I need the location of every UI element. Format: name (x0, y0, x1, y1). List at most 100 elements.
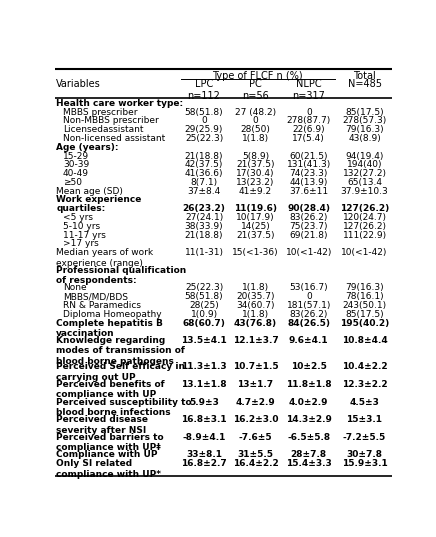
Text: Perceived susceptibility to
blood borne infections: Perceived susceptibility to blood borne … (56, 397, 192, 417)
Text: 181(57.1): 181(57.1) (286, 301, 331, 310)
Text: 84(26.5): 84(26.5) (287, 318, 330, 328)
Text: Professional qualification
of respondents:: Professional qualification of respondent… (56, 266, 187, 285)
Text: 10(17.9): 10(17.9) (236, 213, 275, 222)
Text: 94(19.4): 94(19.4) (345, 151, 384, 161)
Text: 25(22.3): 25(22.3) (185, 284, 223, 292)
Text: 22(6.9): 22(6.9) (293, 125, 325, 134)
Text: 53(16.7): 53(16.7) (290, 284, 328, 292)
Text: 37.9±10.3: 37.9±10.3 (341, 187, 388, 195)
Text: 41±9.2: 41±9.2 (239, 187, 272, 195)
Text: 11.3±1.3: 11.3±1.3 (181, 362, 227, 372)
Text: <5 yrs: <5 yrs (63, 213, 93, 222)
Text: 13.5±4.1: 13.5±4.1 (181, 336, 227, 345)
Text: Age (years):: Age (years): (56, 143, 119, 152)
Text: 83(26.2): 83(26.2) (290, 310, 328, 319)
Text: 13(23.2): 13(23.2) (236, 178, 275, 187)
Text: 44(13.9): 44(13.9) (290, 178, 328, 187)
Text: 243(50.1): 243(50.1) (342, 301, 387, 310)
Text: 14.3±2.9: 14.3±2.9 (286, 415, 332, 424)
Text: >17 yrs: >17 yrs (63, 240, 99, 249)
Text: 120(24.7): 120(24.7) (343, 213, 387, 222)
Text: 17(30.4): 17(30.4) (236, 169, 275, 178)
Text: 85(17.5): 85(17.5) (345, 310, 384, 319)
Text: -8.9±4.1: -8.9±4.1 (182, 433, 226, 442)
Text: 15(<1-36): 15(<1-36) (232, 248, 279, 257)
Text: 8(7.1): 8(7.1) (191, 178, 218, 187)
Text: 12.1±3.7: 12.1±3.7 (233, 336, 279, 345)
Text: Compliance with UP: Compliance with UP (56, 451, 158, 459)
Text: Non-licensed assistant: Non-licensed assistant (63, 134, 165, 143)
Text: Variables: Variables (56, 79, 101, 89)
Text: 16.8±2.7: 16.8±2.7 (181, 459, 227, 468)
Text: 11(1-31): 11(1-31) (184, 248, 224, 257)
Text: MBBS prescriber: MBBS prescriber (63, 107, 137, 117)
Text: Knowledge regarding
modes of transmission of
blood borne pathogens: Knowledge regarding modes of transmissio… (56, 336, 185, 366)
Text: NLPC
n=317: NLPC n=317 (292, 79, 325, 101)
Text: 16.8±3.1: 16.8±3.1 (181, 415, 227, 424)
Text: 111(22.9): 111(22.9) (342, 230, 387, 240)
Text: 5-10 yrs: 5-10 yrs (63, 222, 100, 231)
Text: 85(17.5): 85(17.5) (345, 107, 384, 117)
Text: -7.6±5: -7.6±5 (239, 433, 272, 442)
Text: 38(33.9): 38(33.9) (185, 222, 223, 231)
Text: Licensedassistant: Licensedassistant (63, 125, 143, 134)
Text: 11.8±1.8: 11.8±1.8 (286, 380, 332, 389)
Text: 21(37.5): 21(37.5) (236, 161, 275, 169)
Text: 4.5±3: 4.5±3 (350, 397, 379, 407)
Text: 9.6±4.1: 9.6±4.1 (289, 336, 329, 345)
Text: 37±8.4: 37±8.4 (187, 187, 221, 195)
Text: Diploma Homeopathy: Diploma Homeopathy (63, 310, 162, 319)
Text: 0: 0 (306, 107, 312, 117)
Text: Non-MBBS prescriber: Non-MBBS prescriber (63, 117, 159, 126)
Text: 37.6±11: 37.6±11 (289, 187, 328, 195)
Text: 4.7±2.9: 4.7±2.9 (236, 397, 276, 407)
Text: 43(8.9): 43(8.9) (348, 134, 381, 143)
Text: Perceived disease
severity after NSI: Perceived disease severity after NSI (56, 415, 148, 434)
Text: 30-39: 30-39 (63, 161, 89, 169)
Text: 21(18.8): 21(18.8) (185, 230, 223, 240)
Text: 60(21.5): 60(21.5) (290, 151, 328, 161)
Text: Total: Total (353, 71, 376, 81)
Text: 10(<1-42): 10(<1-42) (341, 248, 388, 257)
Text: 10.8±4.4: 10.8±4.4 (342, 336, 388, 345)
Text: None: None (63, 284, 87, 292)
Text: 75(23.7): 75(23.7) (290, 222, 328, 231)
Text: 28(50): 28(50) (241, 125, 270, 134)
Text: MBBS/MD/BDS: MBBS/MD/BDS (63, 292, 128, 301)
Text: 1(0.9): 1(0.9) (191, 310, 218, 319)
Text: 131(41.3): 131(41.3) (286, 161, 331, 169)
Text: 132(27.2): 132(27.2) (343, 169, 387, 178)
Text: 79(16.3): 79(16.3) (345, 284, 384, 292)
Text: 11(19.6): 11(19.6) (234, 204, 277, 213)
Text: 1(1.8): 1(1.8) (242, 134, 269, 143)
Text: RN & Paramedics: RN & Paramedics (63, 301, 141, 310)
Text: 0: 0 (201, 117, 207, 126)
Text: 90(28.4): 90(28.4) (287, 204, 330, 213)
Text: 31±5.5: 31±5.5 (238, 451, 273, 459)
Text: Perceived benefits of
compliance with UP: Perceived benefits of compliance with UP (56, 380, 165, 400)
Text: 5(8.9): 5(8.9) (242, 151, 269, 161)
Text: 29(25.9): 29(25.9) (185, 125, 223, 134)
Text: 78(16.1): 78(16.1) (345, 292, 384, 301)
Text: -7.2±5.5: -7.2±5.5 (343, 433, 386, 442)
Text: PC
n=56: PC n=56 (242, 79, 269, 101)
Text: 127(26.2): 127(26.2) (340, 204, 389, 213)
Text: Median years of work
experience (range): Median years of work experience (range) (56, 248, 153, 267)
Text: 11-17 yrs: 11-17 yrs (63, 230, 106, 240)
Text: 79(16.3): 79(16.3) (345, 125, 384, 134)
Text: 195(40.2): 195(40.2) (340, 318, 389, 328)
Text: 278(87.7): 278(87.7) (286, 117, 331, 126)
Text: 1(1.8): 1(1.8) (242, 284, 269, 292)
Text: Type of FLCF n (%): Type of FLCF n (%) (212, 71, 303, 81)
Text: 5.9±3: 5.9±3 (189, 397, 219, 407)
Text: 30±7.8: 30±7.8 (347, 451, 382, 459)
Text: 27(24.1): 27(24.1) (185, 213, 223, 222)
Text: 15.4±3.3: 15.4±3.3 (286, 459, 332, 468)
Text: 10(<1-42): 10(<1-42) (286, 248, 332, 257)
Text: 10±2.5: 10±2.5 (291, 362, 327, 372)
Text: Only SI related
compliance with UP*: Only SI related compliance with UP* (56, 459, 161, 478)
Text: Complete hepatitis B
vaccination: Complete hepatitis B vaccination (56, 318, 163, 338)
Text: 34(60.7): 34(60.7) (236, 301, 275, 310)
Text: -6.5±5.8: -6.5±5.8 (287, 433, 330, 442)
Text: 4.0±2.9: 4.0±2.9 (289, 397, 328, 407)
